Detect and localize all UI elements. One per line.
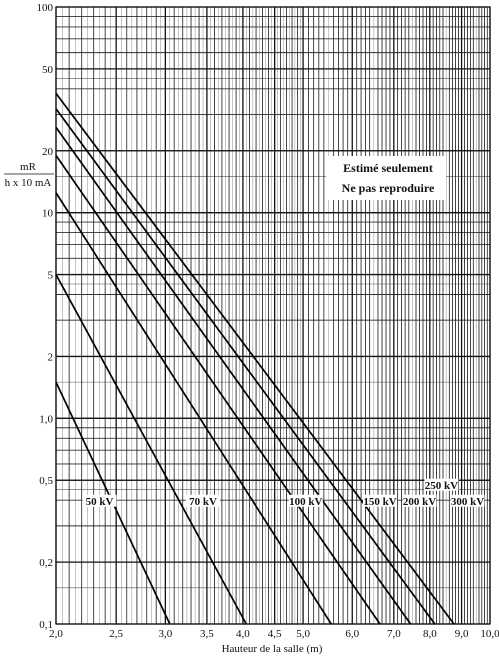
series-label-background — [288, 494, 323, 507]
series-line-250kv — [55, 108, 436, 625]
plot-frame — [55, 6, 491, 625]
series-labels: 50 kV 70 kV 100 kV 150 kV 200 kV 250 kV 300 kV — [82, 478, 485, 508]
series-label-background — [402, 494, 437, 507]
x-tick-label: 9,0 — [455, 628, 469, 640]
y-tick-label: 100 — [37, 2, 54, 14]
y-tick-label: 5 — [48, 270, 54, 282]
series-line-200kv — [55, 126, 412, 625]
series-line-150kv — [55, 154, 381, 625]
annotation-estimated: Estimé seulement — [343, 161, 433, 175]
x-tick-label: 2,0 — [49, 628, 63, 640]
series-label: 150 kV — [363, 496, 396, 508]
x-tick-label: 5,0 — [296, 628, 310, 640]
major-grid — [55, 6, 491, 625]
x-tick-label: 3,0 — [158, 628, 172, 640]
y-tick-label: 1,0 — [39, 413, 53, 425]
x-tick-label: 6,0 — [345, 628, 359, 640]
series-line-70kv — [55, 274, 248, 625]
series-label: 70 kV — [189, 496, 217, 508]
series-line-300kv — [55, 92, 455, 625]
series-label: 100 kV — [289, 496, 322, 508]
x-axis-label: Hauteur de la salle (m) — [222, 643, 323, 655]
x-tick-label: 3,5 — [200, 628, 214, 640]
x-tick-label: 4,0 — [236, 628, 250, 640]
series-label: 200 kV — [403, 496, 436, 508]
series-label-background — [424, 478, 459, 491]
annotation-do-not-reproduce: Ne pas reproduire — [342, 181, 435, 195]
series-label: 250 kV — [425, 480, 458, 492]
y-tick-label: 50 — [42, 64, 54, 76]
y-tick-label: 20 — [42, 146, 54, 158]
series-label-background — [450, 494, 485, 507]
x-tick-label: 8,0 — [423, 628, 437, 640]
series-line-100kv — [55, 192, 332, 625]
series-label: 50 kV — [86, 496, 114, 508]
annotation-box — [326, 156, 446, 200]
y-axis-label-bottom: h x 10 mA — [5, 177, 52, 189]
y-axis-label-top: mR — [20, 161, 37, 173]
x-tick-labels: 2,0 2,5 3,0 3,5 4,0 4,5 5,0 6,0 7,0 8,0 9,0 10,0 — [49, 628, 499, 640]
x-tick-label: 4,5 — [268, 628, 282, 640]
y-tick-label: 0,2 — [39, 557, 53, 569]
y-tick-labels: 0,1 0,2 0,5 1,0 2 5 10 20 50 100 — [37, 2, 54, 631]
x-tick-label: 7,0 — [387, 628, 401, 640]
series-label-background — [186, 494, 221, 507]
series-label-background — [82, 494, 117, 507]
series-label: 300 kV — [451, 496, 484, 508]
series-lines — [55, 92, 455, 625]
x-tick-label: 10,0 — [480, 628, 499, 640]
x-tick-label: 2,5 — [109, 628, 123, 640]
y-tick-label: 2 — [48, 351, 54, 363]
series-label-background — [362, 494, 397, 507]
y-tick-label: 0,1 — [39, 619, 53, 631]
y-tick-label: 0,5 — [39, 475, 53, 487]
y-tick-label: 10 — [42, 208, 54, 220]
